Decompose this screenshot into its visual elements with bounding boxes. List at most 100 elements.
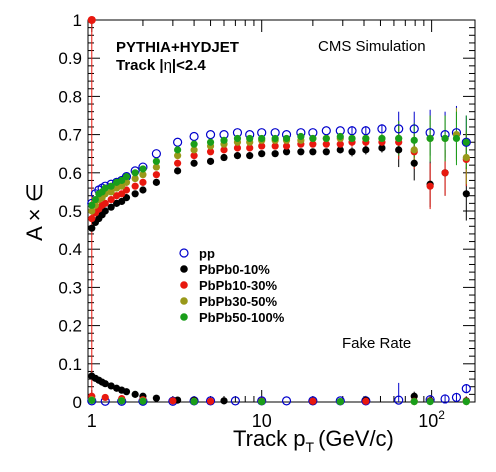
- marker-fake-pbpb10-30: [169, 397, 177, 405]
- marker-fake-pbpb50-100: [190, 398, 198, 406]
- marker-eff-pbpb10-30: [220, 146, 228, 154]
- marker-fake-pbpb0-10: [152, 394, 160, 402]
- marker-eff-pbpb0-10: [322, 148, 330, 156]
- marker-eff-pbpb50-100: [452, 134, 461, 143]
- marker-eff-pbpb30-50: [410, 146, 418, 154]
- marker-fake-pp: [440, 394, 450, 404]
- marker-eff-pbpb0-10: [362, 146, 370, 154]
- marker-eff-pbpb0-10: [206, 157, 215, 165]
- marker-eff-pbpb10-30: [246, 144, 254, 152]
- marker-eff-pbpb10-30: [336, 140, 344, 148]
- legend-label-pp: pp: [199, 246, 215, 261]
- marker-eff-pbpb50-100: [410, 136, 418, 144]
- marker-fake-pbpb0-10: [107, 382, 115, 390]
- marker-bin-edge: [87, 16, 96, 24]
- y-tick-label: 0.8: [58, 87, 82, 106]
- marker-fake-pbpb50-100: [410, 398, 418, 406]
- marker-eff-pbpb0-10: [174, 167, 182, 175]
- marker-eff-pp: [461, 137, 471, 147]
- marker-eff-pbpb0-10: [258, 150, 266, 158]
- y-tick-labels: 0 0.1 0.2 0.3 0.4 0.5 0.6 0.7 0.8 0.9 1: [58, 11, 82, 412]
- marker-fake-pbpb10-30: [206, 397, 215, 405]
- marker-fake-pp: [394, 395, 404, 405]
- x-axis-title: Track pT (GeV/c): [233, 426, 394, 455]
- marker-eff-pp: [347, 126, 357, 136]
- marker-eff-pbpb10-30: [271, 142, 279, 150]
- marker-eff-pp: [205, 130, 216, 140]
- x-tick-label-base: 10: [252, 411, 272, 431]
- y-tick-label: 1: [73, 11, 82, 30]
- generator-label: PYTHIA+HYDJET: [116, 39, 239, 56]
- x-tick-label-exponent: 2: [438, 408, 445, 422]
- x-axis-title-sub: T: [306, 439, 315, 455]
- x-tick-label-base: 10: [418, 411, 438, 431]
- marker-eff-pbpb50-100: [91, 195, 99, 204]
- y-tick-label: 0.7: [58, 126, 82, 145]
- marker-eff-pbpb10-30: [152, 171, 160, 179]
- marker-eff-pbpb0-10: [271, 150, 279, 158]
- marker-eff-pbpb50-100: [336, 132, 344, 141]
- y-axis-title: A × ∈: [22, 183, 47, 241]
- data-markers: [87, 16, 471, 406]
- marker-eff-pbpb10-30: [322, 140, 330, 148]
- marker-eff-pbpb50-100: [139, 165, 147, 173]
- marker-fake-pp: [308, 396, 318, 406]
- marker-fake-pp: [230, 396, 240, 406]
- marker-eff-pbpb0-10: [462, 190, 470, 198]
- marker-eff-pbpb50-100: [441, 134, 449, 143]
- y-tick-label: 0: [73, 393, 82, 412]
- marker-eff-pbpb50-100: [462, 138, 470, 146]
- marker-eff-pp: [409, 124, 419, 134]
- marker-fake-pbpb10-30: [309, 397, 317, 405]
- marker-eff-pbpb0-10: [246, 152, 254, 160]
- legend-marker-pp: [179, 248, 189, 258]
- marker-fake-pp: [281, 396, 292, 406]
- marker-fake-pbpb10-30: [101, 393, 109, 402]
- marker-eff-pbpb0-10: [152, 178, 160, 186]
- y-tick-label: 0.2: [58, 317, 82, 336]
- marker-eff-pbpb0-10: [282, 148, 291, 156]
- marker-fake-pp: [361, 396, 371, 406]
- marker-eff-pbpb50-100: [271, 134, 279, 143]
- marker-fake-pbpb50-100: [336, 398, 344, 406]
- marker-eff-pbpb0-10: [395, 146, 403, 154]
- marker-eff-pbpb0-10: [309, 148, 317, 156]
- marker-eff-pp: [151, 149, 161, 159]
- marker-eff-pbpb50-100: [220, 136, 228, 144]
- marker-eff-pbpb10-30: [309, 140, 317, 148]
- marker-eff-pbpb50-100: [233, 134, 242, 143]
- marker-eff-pbpb30-50: [131, 174, 139, 183]
- y-tick-label: 0.1: [58, 355, 82, 374]
- plot-frame: [87, 19, 476, 403]
- y-tick-label: 0.9: [58, 49, 82, 68]
- y-tick-label: 0.3: [58, 278, 82, 297]
- legend-marker-pbpb50-100: [180, 313, 188, 321]
- legend-marker-pbpb30-50: [180, 297, 188, 305]
- x-tick-label-base: 1: [87, 411, 97, 431]
- marker-eff-pbpb30-50: [107, 188, 115, 196]
- axis-ticks: [88, 19, 475, 403]
- x-axis-title-units: (GeV/c): [318, 426, 394, 451]
- marker-eff-pbpb30-50: [190, 146, 198, 154]
- marker-fake-pbpb50-100: [426, 398, 434, 406]
- marker-eff-pbpb50-100: [88, 201, 96, 209]
- marker-eff-pbpb10-30: [101, 199, 109, 207]
- marker-eff-pbpb50-100: [297, 132, 305, 141]
- legend-marker-pbpb0-10: [180, 265, 188, 273]
- marker-eff-pbpb0-10: [233, 152, 242, 160]
- marker-eff-pp: [361, 126, 371, 136]
- marker-eff-pbpb0-10: [107, 203, 115, 211]
- marker-fake-pbpb50-100: [88, 396, 96, 405]
- marker-eff-pbpb50-100: [107, 182, 115, 190]
- marker-eff-pbpb50-100: [122, 173, 131, 181]
- x-tick-labels: 1 10 102: [87, 408, 446, 431]
- marker-eff-pbpb50-100: [309, 134, 317, 143]
- y-tick-label: 0.6: [58, 164, 82, 183]
- marker-eff-pbpb10-30: [426, 182, 434, 190]
- x-tick-label: 1: [87, 411, 97, 431]
- marker-fake-pbpb0-10: [220, 397, 228, 405]
- marker-eff-pbpb50-100: [101, 184, 109, 192]
- marker-eff-pbpb10-30: [139, 178, 147, 186]
- track-cut-label: Track |η|<2.4: [116, 57, 206, 74]
- marker-eff-pbpb0-10: [297, 148, 305, 156]
